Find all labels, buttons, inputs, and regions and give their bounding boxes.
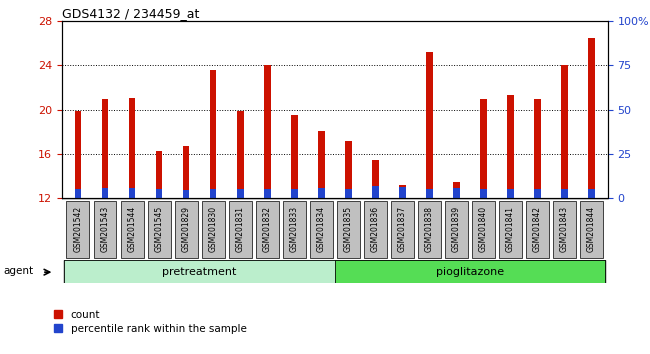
Bar — [183, 146, 189, 198]
Bar — [534, 99, 541, 198]
Text: GSM201841: GSM201841 — [506, 206, 515, 252]
Bar — [94, 201, 116, 258]
Bar — [480, 99, 487, 198]
Bar — [507, 189, 514, 198]
Bar — [507, 95, 514, 198]
Text: pioglitazone: pioglitazone — [436, 267, 504, 277]
Bar — [453, 188, 460, 198]
Bar — [64, 260, 335, 283]
Text: GSM201835: GSM201835 — [344, 206, 353, 252]
Bar — [264, 65, 270, 198]
Bar — [148, 201, 170, 258]
Bar — [335, 260, 605, 283]
Bar — [318, 131, 324, 198]
Text: GSM201840: GSM201840 — [479, 206, 488, 252]
Bar — [310, 201, 333, 258]
Bar — [364, 201, 387, 258]
Bar — [580, 201, 603, 258]
Bar — [291, 189, 298, 198]
Text: GSM201833: GSM201833 — [290, 206, 299, 252]
Bar — [264, 189, 270, 198]
Bar — [175, 201, 198, 258]
Bar — [480, 189, 487, 198]
Bar — [399, 187, 406, 198]
Text: GSM201543: GSM201543 — [101, 206, 109, 252]
Bar — [229, 201, 252, 258]
Text: GSM201839: GSM201839 — [452, 206, 461, 252]
Bar — [534, 189, 541, 198]
Text: GSM201544: GSM201544 — [127, 206, 136, 252]
Bar — [472, 201, 495, 258]
Text: GSM201545: GSM201545 — [155, 206, 164, 252]
Text: agent: agent — [3, 266, 33, 275]
Text: GSM201831: GSM201831 — [236, 206, 244, 252]
Bar — [183, 190, 189, 198]
Bar — [418, 201, 441, 258]
Bar — [445, 201, 468, 258]
Bar — [399, 185, 406, 198]
Bar — [120, 201, 144, 258]
Bar — [345, 189, 352, 198]
Text: GSM201836: GSM201836 — [370, 206, 380, 252]
Bar — [237, 111, 244, 198]
Bar — [391, 201, 414, 258]
Text: GSM201832: GSM201832 — [263, 206, 272, 252]
Bar — [210, 189, 216, 198]
Bar — [588, 38, 595, 198]
Bar — [526, 201, 549, 258]
Bar — [283, 201, 306, 258]
Text: GSM201844: GSM201844 — [587, 206, 596, 252]
Bar — [553, 201, 576, 258]
Bar — [237, 189, 244, 198]
Bar — [255, 201, 279, 258]
Bar — [156, 151, 162, 198]
Text: GSM201834: GSM201834 — [317, 206, 326, 252]
Bar — [101, 99, 109, 198]
Text: GDS4132 / 234459_at: GDS4132 / 234459_at — [62, 7, 199, 20]
Bar — [291, 115, 298, 198]
Bar — [453, 182, 460, 198]
Bar — [129, 188, 135, 198]
Bar — [210, 70, 216, 198]
Text: GSM201837: GSM201837 — [398, 206, 407, 252]
Text: GSM201838: GSM201838 — [425, 206, 434, 252]
Bar — [337, 201, 359, 258]
Bar — [66, 201, 90, 258]
Bar — [129, 98, 135, 198]
Bar — [561, 189, 568, 198]
Bar — [426, 189, 433, 198]
Bar — [426, 52, 433, 198]
Bar — [499, 201, 522, 258]
Bar — [156, 189, 162, 198]
Bar — [202, 201, 225, 258]
Text: pretreatment: pretreatment — [162, 267, 237, 277]
Text: GSM201542: GSM201542 — [73, 206, 83, 252]
Bar — [318, 188, 324, 198]
Bar — [588, 189, 595, 198]
Bar — [372, 160, 379, 198]
Text: GSM201829: GSM201829 — [181, 206, 190, 252]
Bar — [101, 188, 109, 198]
Text: GSM201843: GSM201843 — [560, 206, 569, 252]
Text: GSM201842: GSM201842 — [533, 206, 542, 252]
Bar — [75, 189, 81, 198]
Bar — [372, 186, 379, 198]
Legend: count, percentile rank within the sample: count, percentile rank within the sample — [54, 310, 246, 334]
Text: GSM201830: GSM201830 — [209, 206, 218, 252]
Bar — [561, 65, 568, 198]
Bar — [345, 141, 352, 198]
Bar — [75, 111, 81, 198]
